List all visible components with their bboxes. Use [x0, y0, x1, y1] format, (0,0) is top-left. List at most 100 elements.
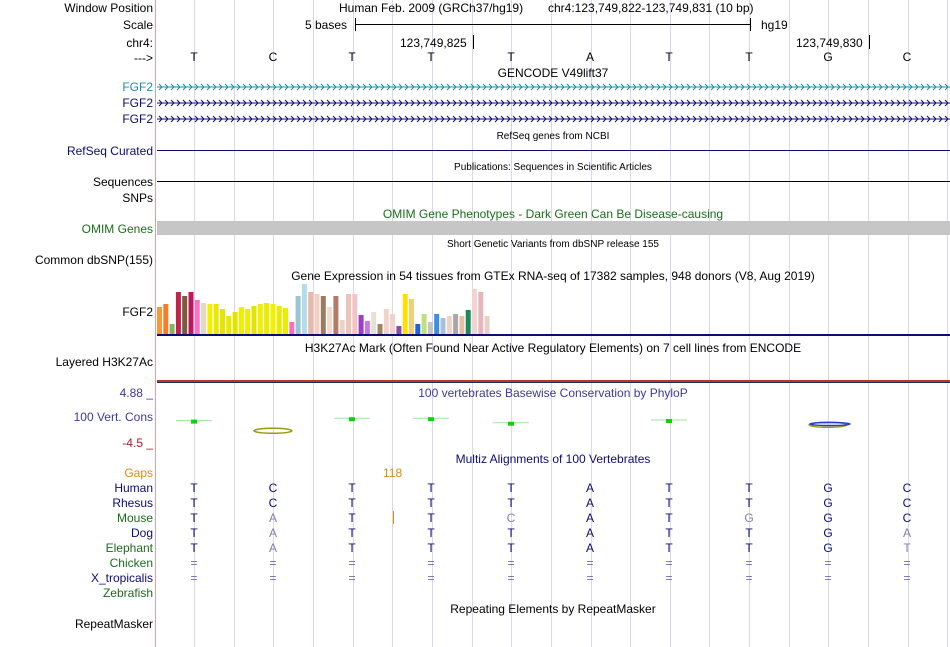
gtex-bar[interactable]	[364, 321, 370, 334]
gtex-bar[interactable]	[472, 289, 477, 334]
gtex-bar[interactable]	[163, 304, 169, 334]
gtex-bar[interactable]	[440, 318, 446, 334]
gtex-bar[interactable]	[188, 292, 194, 334]
h3k27ac-title[interactable]: H3K27Ac Mark (Often Found Near Active Re…	[304, 341, 802, 355]
repeatmasker-track-label[interactable]: RepeatMasker	[74, 617, 153, 631]
phylop-score-mark[interactable]	[666, 419, 672, 423]
gtex-bar[interactable]	[207, 304, 213, 334]
gtex-bar[interactable]	[226, 316, 232, 334]
species-label-elephant[interactable]: Elephant	[105, 541, 153, 555]
species-label-rhesus[interactable]: Rhesus	[112, 496, 153, 510]
gtex-bar[interactable]	[238, 307, 244, 334]
position-text[interactable]: chr4:123,749,822-123,749,831 (10 bp)	[548, 1, 754, 15]
refseq-track-label[interactable]: RefSeq Curated	[66, 144, 153, 158]
gtex-bar[interactable]	[421, 314, 427, 334]
gtex-bar[interactable]	[453, 314, 459, 334]
gtex-bar[interactable]	[371, 312, 377, 334]
gtex-bar[interactable]	[320, 296, 326, 334]
phylop-score-mark[interactable]	[253, 427, 293, 435]
gtex-bar[interactable]	[169, 324, 175, 334]
gtex-bar[interactable]	[459, 316, 465, 334]
phylop-conservation-plot[interactable]	[157, 393, 950, 453]
gtex-bar[interactable]	[295, 296, 301, 334]
snps-track-label[interactable]: SNPs	[122, 191, 153, 205]
gtex-bar[interactable]	[415, 324, 421, 334]
gtex-bar[interactable]	[434, 314, 440, 334]
dbsnp-track-label[interactable]: Common dbSNP(155)	[34, 253, 153, 267]
gtex-bar[interactable]	[182, 296, 188, 334]
strand-arrow	[344, 83, 349, 91]
omim-title[interactable]: OMIM Gene Phenotypes - Dark Green Can Be…	[382, 207, 724, 221]
gtex-bar[interactable]	[333, 296, 339, 334]
phylop-score-mark[interactable]	[191, 419, 197, 424]
gtex-bar[interactable]	[427, 322, 433, 334]
gtex-bar[interactable]	[194, 300, 200, 334]
gtex-bar[interactable]	[289, 322, 295, 334]
strand-arrow	[308, 115, 313, 123]
gtex-bar[interactable]	[396, 326, 402, 334]
gene-label-fgf2-1[interactable]: FGF2	[122, 80, 153, 94]
refseq-gene-line[interactable]	[157, 150, 950, 151]
gtex-bar[interactable]	[270, 304, 276, 334]
gtex-bar[interactable]	[232, 312, 238, 334]
gtex-bar[interactable]	[465, 310, 471, 334]
phylop-score-mark[interactable]	[508, 421, 514, 426]
species-label-dog[interactable]: Dog	[130, 526, 153, 540]
phylop-track-label[interactable]: 100 Vert. Cons	[73, 410, 153, 424]
gtex-bar[interactable]	[213, 304, 219, 334]
gene-model-fgf2-3[interactable]	[157, 115, 950, 123]
species-label-mouse[interactable]: Mouse	[116, 511, 153, 525]
gene-label-fgf2-2[interactable]: FGF2	[122, 96, 153, 110]
gtex-bar[interactable]	[283, 308, 288, 334]
gtex-bar[interactable]	[352, 294, 358, 334]
gtex-bar[interactable]	[264, 303, 270, 334]
phylop-score-mark[interactable]	[428, 417, 434, 422]
h3k27ac-signal-red[interactable]	[157, 380, 950, 382]
gtex-title[interactable]: Gene Expression in 54 tissues from GTEx …	[291, 269, 815, 283]
species-label-human[interactable]: Human	[114, 481, 153, 495]
species-label-x_tropicalis[interactable]: X_tropicalis	[90, 571, 153, 585]
h3k27ac-signal-dark[interactable]	[157, 382, 950, 383]
gtex-expression-chart[interactable]	[156, 276, 556, 336]
gtex-bar[interactable]	[484, 316, 490, 334]
phylop-score-mark[interactable]	[349, 417, 355, 422]
gtex-bar[interactable]	[301, 284, 307, 334]
omim-track-label[interactable]: OMIM Genes	[81, 222, 153, 236]
gene-model-fgf2-2[interactable]	[157, 99, 950, 107]
gtex-bar[interactable]	[257, 304, 263, 334]
omim-phenotype-bar[interactable]	[157, 221, 950, 235]
gtex-bar[interactable]	[390, 314, 396, 334]
h3k27ac-track-label[interactable]: Layered H3K27Ac	[55, 355, 153, 369]
assembly-title[interactable]: Human Feb. 2009 (GRCh37/hg19)	[339, 1, 524, 15]
gtex-bar[interactable]	[358, 315, 364, 334]
gtex-bar[interactable]	[409, 299, 414, 334]
gene-label-fgf2-3[interactable]: FGF2	[122, 112, 153, 126]
species-label-chicken[interactable]: Chicken	[109, 556, 153, 570]
gtex-bar[interactable]	[346, 294, 351, 334]
gtex-bar[interactable]	[478, 292, 484, 334]
gtex-bar[interactable]	[245, 309, 251, 334]
gtex-bar[interactable]	[327, 307, 333, 334]
gtex-bar[interactable]	[220, 309, 225, 334]
gencode-title[interactable]: GENCODE V49lift37	[497, 66, 609, 80]
gtex-bar[interactable]	[314, 294, 320, 334]
phylop-title[interactable]: 100 vertebrates Basewise Conservation by…	[418, 386, 688, 400]
publications-line[interactable]	[157, 181, 950, 182]
multiz-title[interactable]: Multiz Alignments of 100 Vertebrates	[455, 452, 651, 466]
gtex-gene-label[interactable]: FGF2	[122, 305, 153, 319]
gtex-bar[interactable]	[308, 292, 314, 334]
publications-track-label[interactable]: Sequences	[92, 175, 153, 189]
gtex-bar[interactable]	[383, 309, 389, 334]
gtex-bar[interactable]	[339, 320, 345, 334]
gtex-bar[interactable]	[251, 306, 257, 334]
gtex-bar[interactable]	[175, 292, 181, 334]
gtex-bar[interactable]	[446, 316, 452, 334]
gtex-bar[interactable]	[157, 307, 162, 334]
gtex-bar[interactable]	[201, 303, 207, 334]
gene-model-fgf2-1[interactable]	[157, 83, 950, 91]
gtex-bar[interactable]	[377, 324, 383, 334]
species-label-zebrafish[interactable]: Zebrafish	[102, 586, 153, 600]
gtex-bar[interactable]	[276, 306, 282, 334]
phylop-score-mark[interactable]	[809, 421, 851, 427]
gtex-bar[interactable]	[402, 294, 408, 334]
